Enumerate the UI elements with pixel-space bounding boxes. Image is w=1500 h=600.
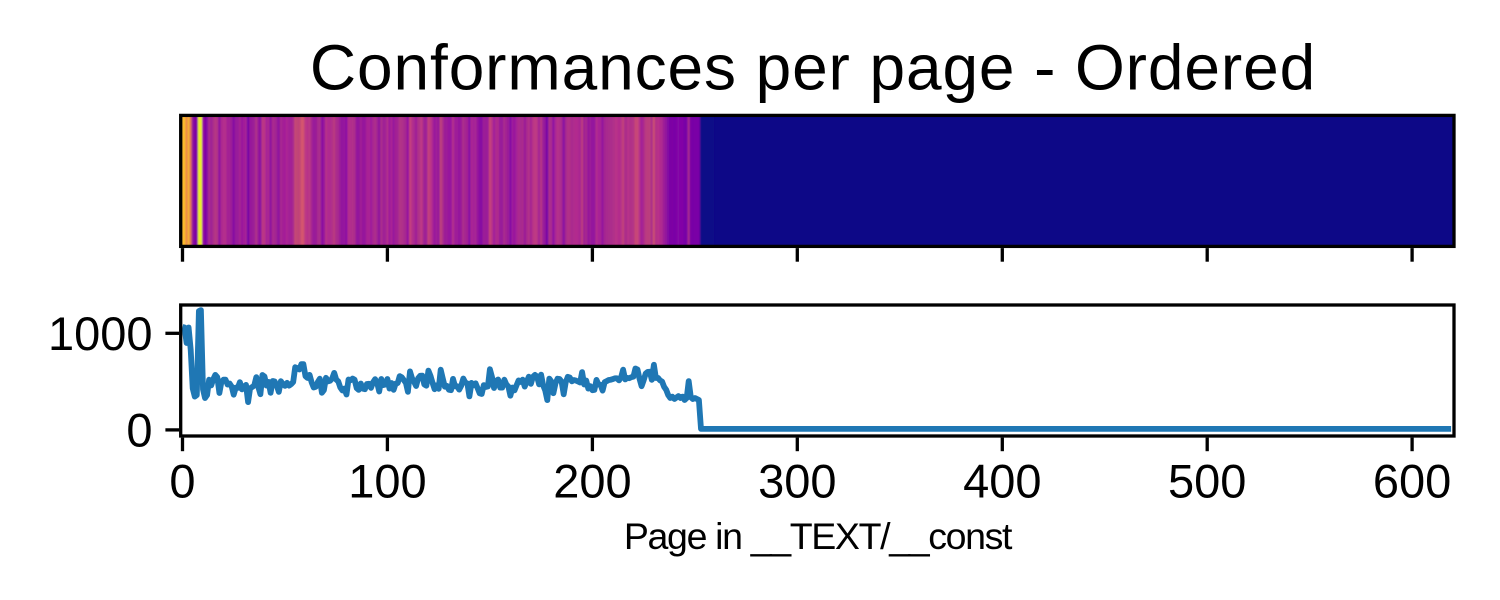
svg-text:300: 300	[758, 455, 836, 508]
svg-text:1000: 1000	[48, 307, 153, 360]
svg-text:100: 100	[348, 455, 426, 508]
svg-text:500: 500	[1168, 455, 1246, 508]
svg-text:0: 0	[169, 455, 195, 508]
svg-text:400: 400	[963, 455, 1041, 508]
svg-text:600: 600	[1373, 455, 1451, 508]
svg-text:Page in __TEXT/__const: Page in __TEXT/__const	[624, 515, 1013, 557]
svg-text:200: 200	[553, 455, 631, 508]
svg-text:Conformances per page - Ordere: Conformances per page - Ordered	[310, 32, 1316, 104]
svg-text:0: 0	[126, 404, 152, 457]
